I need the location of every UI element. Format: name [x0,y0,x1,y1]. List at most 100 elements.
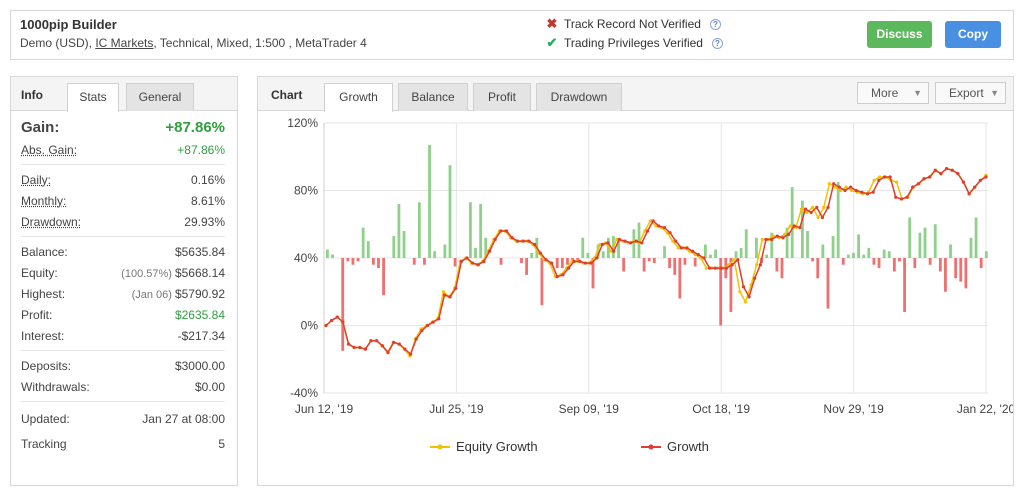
bar-negative [903,258,906,312]
monthly-label[interactable]: Monthly: [21,193,67,208]
discuss-button[interactable]: Discuss [867,21,932,48]
growth-point [713,266,717,270]
equity-growth-point [844,185,848,189]
bar-negative [377,258,380,269]
equity-growth-point [799,207,804,211]
growth-point [629,241,633,245]
growth-point [702,256,706,260]
equity-growth-point [838,188,843,193]
more-dropdown[interactable]: More ▼ [857,82,929,104]
bar-negative [678,258,682,299]
equity-growth-point [732,258,736,262]
bar-negative [412,258,416,265]
bar-positive [770,232,774,258]
growth-chart: 120% 80% 40% 0% -40% Jun 12, '19 Jul 25, '19 Se… [287,116,1013,416]
tab-balance[interactable]: Balance [398,83,468,111]
growth-point [657,224,661,228]
growth-point [961,180,966,184]
growth-point [764,237,768,242]
x-tick-label: Oct 18, '19 [692,402,750,416]
updated-value: Jan 27 at 08:00 [142,411,225,426]
bar-negative [499,258,503,265]
tab-general[interactable]: General [126,83,194,111]
bar-positive [417,202,421,258]
equity-growth-point [676,246,680,250]
drawdown-label[interactable]: Drawdown: [21,214,82,229]
stats-list: Gain: +87.86% Abs. Gain: +87.86% Daily: … [11,115,237,456]
bar-positive [331,254,334,258]
abs-gain-label[interactable]: Abs. Gain: [21,142,78,157]
bar-positive [448,165,452,258]
bar-negative [816,258,820,279]
caret-down-icon: ▼ [990,88,999,98]
growth-point [645,229,650,233]
growth-point [352,345,356,350]
equity-growth-point [805,210,809,215]
tab-drawdown[interactable]: Drawdown [536,83,622,111]
legend-growth[interactable]: Growth [641,439,709,454]
growth-point [420,328,424,333]
bar-positive [637,222,641,258]
growth-point [459,259,463,263]
bar-positive [974,217,978,258]
deposits-value: $3000.00 [174,358,225,373]
growth-point [583,261,588,265]
bar-negative [555,258,559,269]
bar-positive [530,252,534,258]
equity-growth-point [441,290,446,294]
growth-point [448,295,452,299]
broker-link[interactable]: IC Markets [95,36,154,50]
equity-row: Equity: (100.57%) $5668.14 [21,262,225,283]
daily-label[interactable]: Daily: [21,172,52,187]
growth-point [741,285,746,289]
bar-positive [596,244,600,258]
more-label: More [871,86,899,100]
bar-positive [392,236,396,258]
y-tick-label: 40% [294,251,318,265]
equity-growth-point [894,180,899,184]
bar-negative [642,258,646,272]
drawdown-row: Drawdown: 29.93% [21,211,225,232]
bar-positive [908,217,912,258]
tab-profit[interactable]: Profit [473,83,531,111]
growth-point [792,224,796,228]
growth-point [409,352,413,356]
equity-growth-point [760,237,764,242]
bar-negative [540,258,544,306]
growth-point [527,239,531,243]
growth-point [380,344,385,348]
bar-positive [969,237,973,258]
growth-point [482,259,486,263]
growth-point [662,226,667,230]
bar-negative [811,258,815,262]
equity-growth-point [704,266,708,270]
copy-button[interactable]: Copy [945,21,1001,48]
info-panel-header: Info Stats General [11,77,237,112]
growth-point [820,215,825,220]
bar-positive [949,244,952,258]
deposits-label: Deposits: [21,358,72,373]
profit-row: Profit: $2635.84 [21,304,225,325]
x-tick-label: Jun 12, '19 [295,402,354,416]
help-icon[interactable]: ? [711,37,723,49]
growth-point [679,246,683,250]
tracking-value[interactable]: 5 [218,436,225,451]
interest-label: Interest: [21,328,65,343]
bar-negative [351,258,355,265]
chart-panel: Chart Growth Balance Profit Drawdown Mor… [257,76,1014,486]
growth-point [538,251,542,255]
growth-point [753,276,757,280]
export-dropdown[interactable]: Export ▼ [935,82,1006,104]
bar-negative [668,258,672,269]
help-icon[interactable]: ? [709,18,721,30]
growth-point [854,188,858,193]
equity-growth-point [811,205,815,209]
tab-stats[interactable]: Stats [67,83,119,112]
tab-growth[interactable]: Growth [324,83,393,112]
growth-point [487,249,492,253]
growth-point [775,234,779,238]
growth-line [325,167,987,356]
legend-equity-growth[interactable]: Equity Growth [430,439,538,454]
growth-point [476,263,480,267]
growth-point [849,185,853,189]
